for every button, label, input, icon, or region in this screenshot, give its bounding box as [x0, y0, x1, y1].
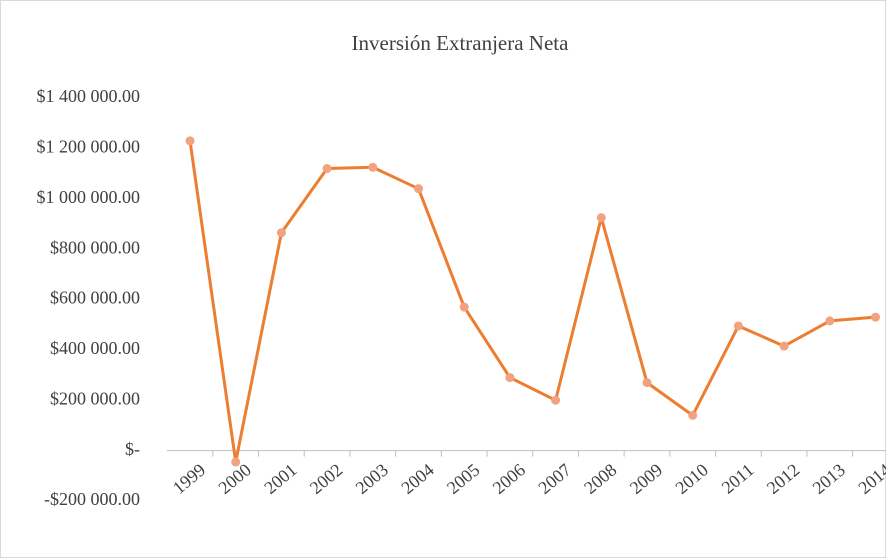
y-tick-label: $200 000.00 [50, 388, 140, 408]
marker [871, 312, 880, 322]
marker [596, 213, 606, 223]
y-tick-label: $1 200 000.00 [37, 137, 141, 157]
marker [779, 341, 789, 351]
marker [368, 162, 378, 172]
y-tick-label: $800 000.00 [50, 237, 140, 257]
marker [322, 164, 332, 174]
y-tick-label: $1 400 000.00 [37, 86, 141, 106]
y-tick-label: $1 000 000.00 [37, 187, 141, 207]
y-tick-label: $600 000.00 [50, 288, 140, 308]
y-tick-label: -$200 000.00 [44, 489, 140, 509]
marker [733, 321, 743, 331]
y-tick-label: $400 000.00 [50, 338, 140, 358]
chart-title: Inversión Extranjera Neta [352, 31, 570, 55]
y-tick-label: $- [125, 439, 140, 459]
marker [825, 316, 835, 326]
marker [551, 395, 561, 405]
marker [505, 373, 515, 383]
marker [185, 136, 195, 146]
line [188, 140, 876, 464]
marker [231, 457, 241, 467]
marker [459, 302, 469, 312]
marker [276, 228, 286, 238]
marker [642, 378, 652, 388]
marker [414, 184, 423, 194]
marker [688, 410, 698, 420]
